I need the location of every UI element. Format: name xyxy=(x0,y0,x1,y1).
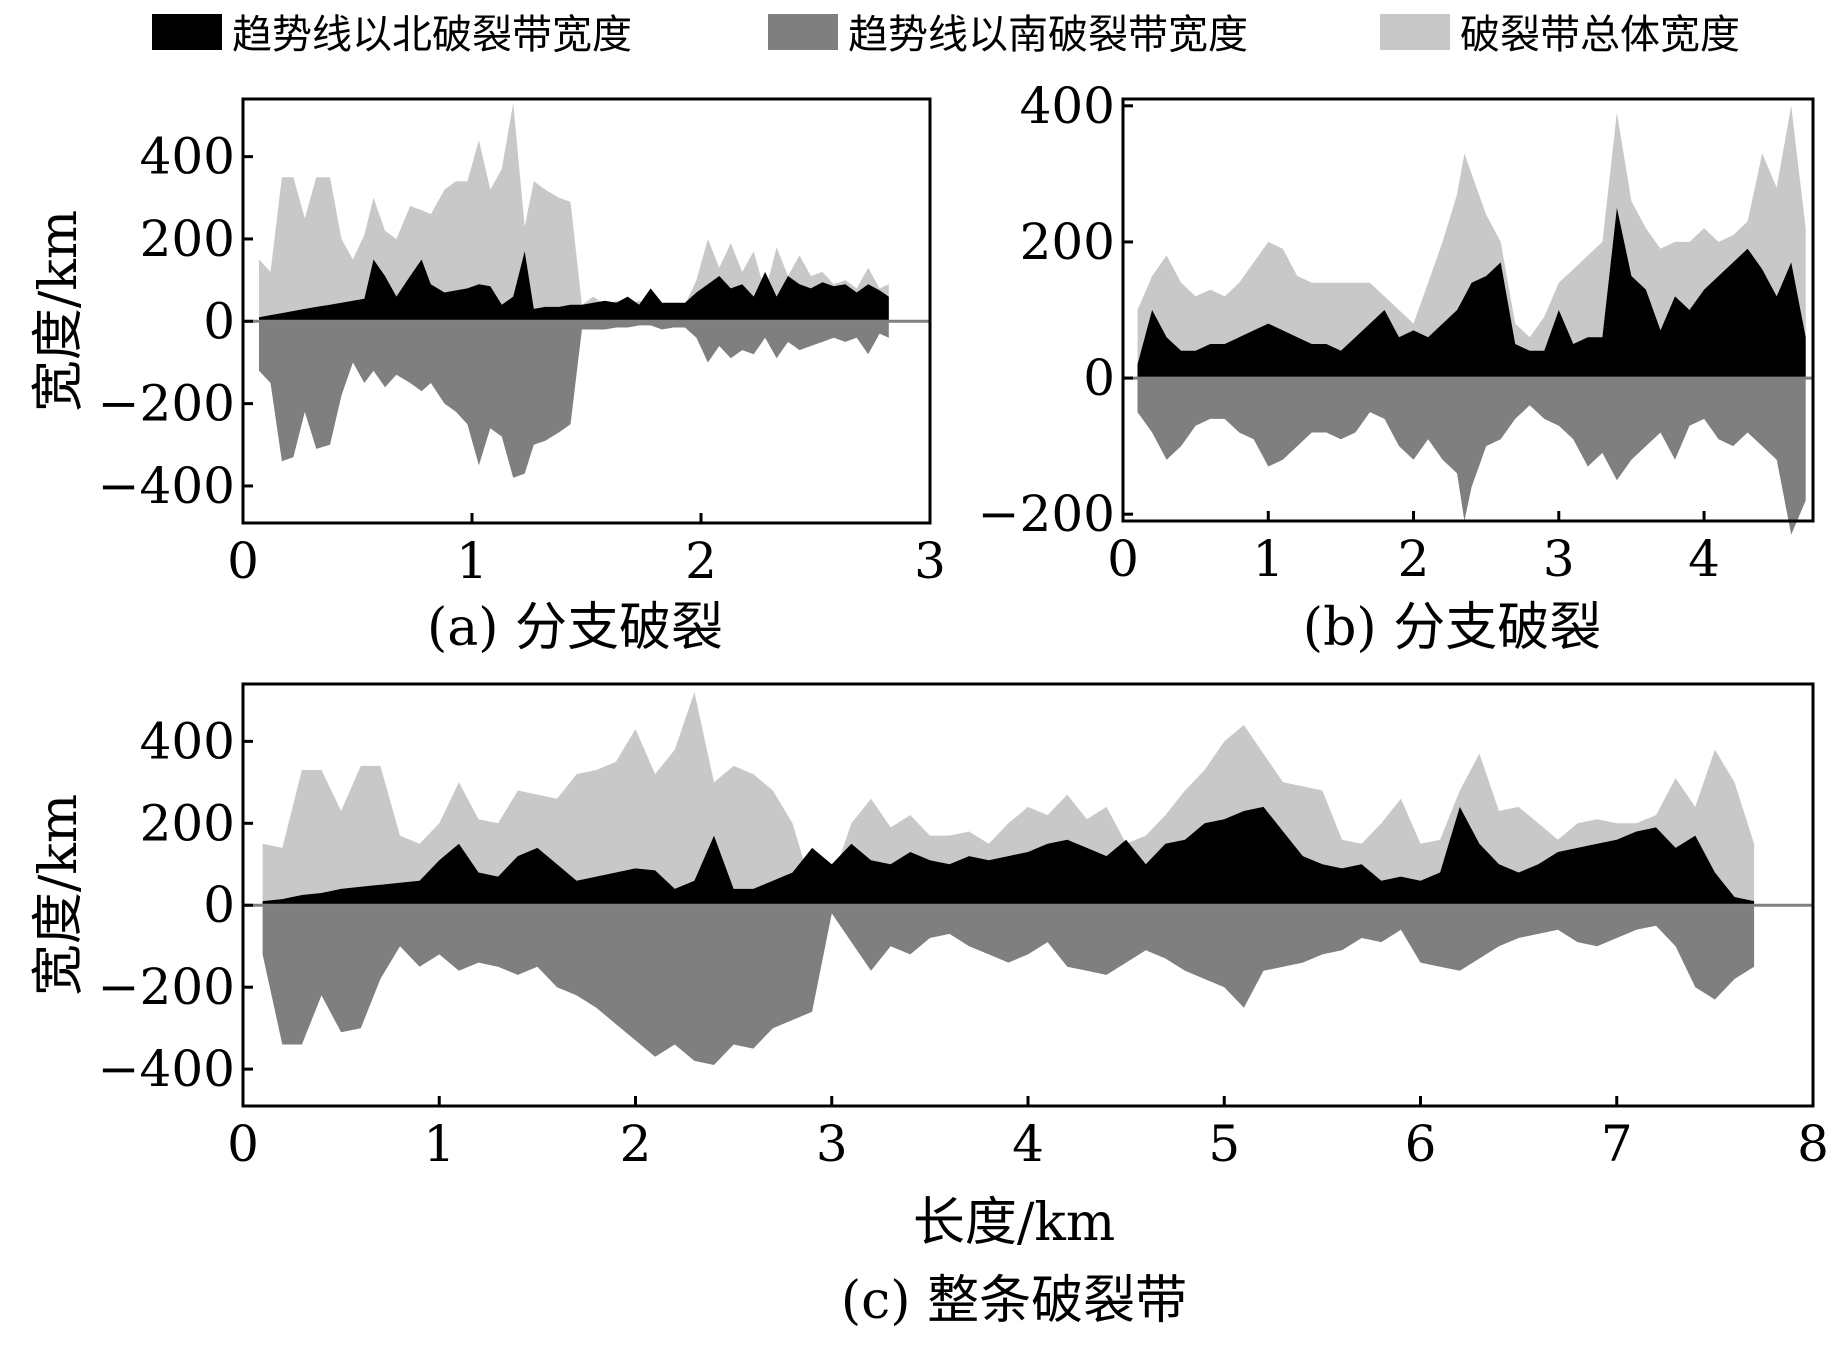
panel-a-x-tick-label: 0 xyxy=(227,532,259,590)
panel-c-x-tick-label: 0 xyxy=(227,1115,259,1173)
panel-a-y-tick-label: −200 xyxy=(98,375,235,433)
panel-b-frame xyxy=(1121,97,1815,523)
panel-a-y-tick-label: 200 xyxy=(140,210,235,268)
panel-b-x-tick-label: 0 xyxy=(1107,530,1139,588)
panel-b-x-tick-label: 2 xyxy=(1398,530,1430,588)
panel-a: 0 1 2 3 −400 −200 0 200 400 宽度/km (a) 分支破裂 xyxy=(29,97,946,658)
panel-b-y-tick-label: 0 xyxy=(1083,349,1115,407)
legend-swatch-south xyxy=(768,14,838,50)
legend-swatch-north xyxy=(152,14,222,50)
panel-c-x-tick-label: 3 xyxy=(816,1115,848,1173)
panel-b-areas xyxy=(1137,105,1806,535)
panel-c-y-tick-label: 400 xyxy=(140,712,235,770)
panel-b-x-tick-label: 4 xyxy=(1688,530,1720,588)
legend-label-total: 破裂带总体宽度 xyxy=(1460,12,1740,58)
panel-c-y-tick-label: −200 xyxy=(98,958,235,1016)
panel-a-x-tick-label: 1 xyxy=(456,532,488,590)
panel-c-areas xyxy=(262,692,1755,1065)
legend-item-north: 趋势线以北破裂带宽度 xyxy=(152,12,632,58)
panel-a-y-tick-label: −400 xyxy=(98,457,235,515)
panel-c-ticks: 0 1 2 3 4 5 6 7 8 −400 −200 0 200 400 xyxy=(98,712,1829,1173)
panel-a-areas xyxy=(259,103,889,478)
panel-b-south-area xyxy=(1137,378,1806,535)
panel-c-x-tick-label: 4 xyxy=(1012,1115,1044,1173)
panel-a-ticks: 0 1 2 3 −400 −200 0 200 400 xyxy=(98,128,946,590)
panel-a-x-tick-label: 2 xyxy=(685,532,717,590)
legend-label-north: 趋势线以北破裂带宽度 xyxy=(232,12,632,58)
panel-a-y-axis-title: 宽度/km xyxy=(29,210,89,412)
panel-b-north-area xyxy=(1137,207,1806,379)
legend: 趋势线以北破裂带宽度 趋势线以南破裂带宽度 破裂带总体宽度 xyxy=(152,12,1740,58)
panel-b-x-tick-label: 1 xyxy=(1252,530,1284,588)
panel-b-caption: (b) 分支破裂 xyxy=(1303,598,1601,658)
panel-c-x-tick-label: 2 xyxy=(620,1115,652,1173)
panel-b-y-tick-label: −200 xyxy=(978,485,1115,543)
panel-b-y-tick-label: 200 xyxy=(1020,213,1115,271)
legend-item-total: 破裂带总体宽度 xyxy=(1380,12,1740,58)
panel-a-north-area xyxy=(259,251,889,322)
legend-label-south: 趋势线以南破裂带宽度 xyxy=(848,12,1248,58)
legend-item-south: 趋势线以南破裂带宽度 xyxy=(768,12,1248,58)
panel-a-frame xyxy=(241,97,932,525)
panel-b-x-tick-label: 3 xyxy=(1543,530,1575,588)
panel-c-x-axis-title: 长度/km xyxy=(913,1193,1115,1253)
panel-c-x-tick-label: 6 xyxy=(1405,1115,1437,1173)
panel-c-y-axis-title: 宽度/km xyxy=(29,794,89,996)
panel-c-y-tick-label: −400 xyxy=(98,1040,235,1098)
panel-c-x-tick-label: 8 xyxy=(1797,1115,1829,1173)
panel-a-caption: (a) 分支破裂 xyxy=(427,598,723,658)
legend-swatch-total xyxy=(1380,14,1450,50)
panel-c-south-area xyxy=(262,905,1755,1065)
panel-c-x-tick-label: 1 xyxy=(423,1115,455,1173)
panel-c-y-tick-label: 0 xyxy=(203,876,235,934)
panel-c-caption: (c) 整条破裂带 xyxy=(841,1271,1187,1331)
panel-c-y-tick-label: 200 xyxy=(140,794,235,852)
panel-a-y-tick-label: 400 xyxy=(140,128,235,186)
panel-a-x-tick-label: 3 xyxy=(914,532,946,590)
panel-c-total-area xyxy=(262,692,1755,906)
panel-a-south-area xyxy=(259,321,889,478)
panel-a-total-area xyxy=(259,103,889,322)
panel-c-x-tick-label: 5 xyxy=(1208,1115,1240,1173)
panel-c-north-area xyxy=(262,806,1755,906)
panel-a-y-tick-label: 0 xyxy=(203,292,235,350)
panel-b-y-tick-label: 400 xyxy=(1020,77,1115,135)
panel-c: 0 1 2 3 4 5 6 7 8 −400 −200 0 200 400 宽度/km 长度/km (c)… xyxy=(29,682,1829,1331)
panel-c-x-tick-label: 7 xyxy=(1601,1115,1633,1173)
